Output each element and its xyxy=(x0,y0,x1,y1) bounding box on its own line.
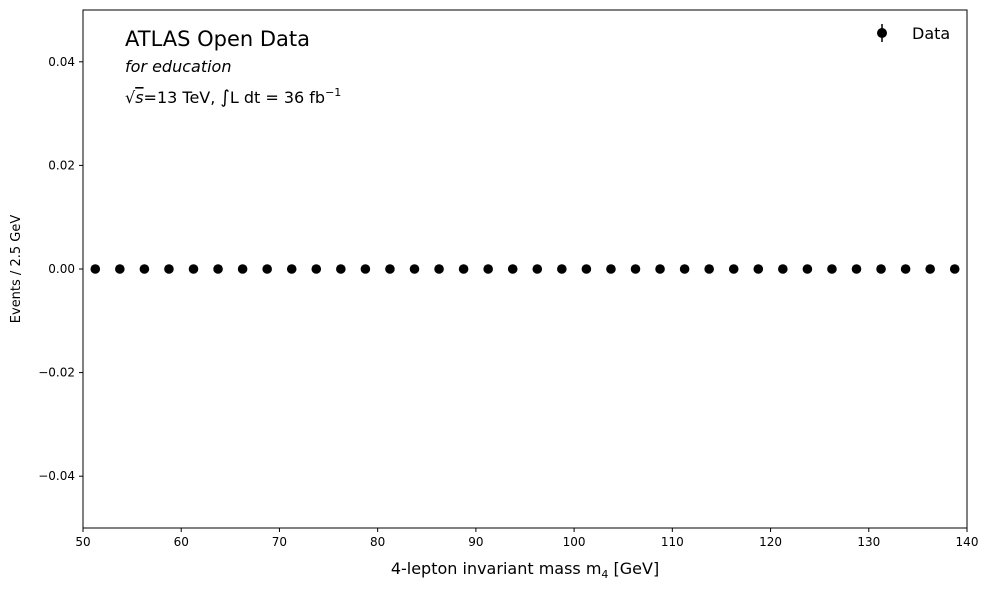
energy-text: =13 TeV, xyxy=(144,88,221,107)
data-point xyxy=(704,264,714,274)
data-point xyxy=(115,264,125,274)
x-tick-label: 70 xyxy=(272,535,287,549)
data-point xyxy=(164,264,174,274)
data-point xyxy=(949,264,960,274)
chart-title: ATLAS Open Data xyxy=(125,27,310,51)
data-point xyxy=(655,264,665,274)
chart-subtitle: for education xyxy=(125,57,231,76)
data-point xyxy=(262,264,272,274)
y-axis-label: Events / 2.5 GeV xyxy=(9,215,24,324)
data-point xyxy=(679,264,690,274)
y-tick-label: 0.02 xyxy=(48,158,75,172)
y-tick-label: −0.02 xyxy=(38,366,75,380)
data-point xyxy=(385,264,395,274)
data-point xyxy=(483,264,493,274)
x-tick-label: 90 xyxy=(468,535,483,549)
data-point xyxy=(778,264,788,274)
y-tick-label: 0.00 xyxy=(48,262,75,276)
x-axis-ticks: 50 60 70 80 90 100 110 120 130 140 xyxy=(75,528,978,549)
data-point xyxy=(237,264,248,274)
legend-marker xyxy=(877,28,887,38)
data-point xyxy=(90,264,101,274)
data-point xyxy=(557,264,567,274)
data-point xyxy=(900,264,911,274)
integral-symbol: ∫ xyxy=(220,87,229,108)
data-point xyxy=(606,264,616,274)
data-point xyxy=(802,264,813,274)
legend: Data xyxy=(877,24,950,43)
data-point xyxy=(728,264,739,274)
x-axis-label-subscript: 4 xyxy=(601,568,608,581)
energy-lumi-annotation: √s=13 TeV, ∫L dt = 36 fb−1 xyxy=(125,86,341,108)
x-axis-label: 4-lepton invariant mass m4 [GeV] xyxy=(391,559,659,581)
data-point xyxy=(336,264,346,274)
data-point xyxy=(532,264,543,274)
legend-label: Data xyxy=(912,24,950,43)
data-point xyxy=(925,264,935,274)
lumi-text: L dt = 36 fb xyxy=(230,88,325,107)
x-tick-label: 100 xyxy=(563,535,586,549)
x-tick-label: 140 xyxy=(956,535,979,549)
data-point xyxy=(188,264,199,274)
data-point xyxy=(753,264,764,274)
y-axis-ticks: −0.04 −0.02 0.00 0.02 0.04 xyxy=(38,55,83,483)
data-point xyxy=(507,264,518,274)
x-axis-label-unit: [GeV] xyxy=(608,559,659,578)
data-point xyxy=(409,264,420,274)
sqrt-variable: s xyxy=(135,88,143,107)
data-point xyxy=(876,264,886,274)
data-point xyxy=(827,264,837,274)
x-tick-label: 60 xyxy=(174,535,189,549)
x-tick-label: 110 xyxy=(661,535,684,549)
data-point xyxy=(851,264,862,274)
y-tick-label: 0.04 xyxy=(48,55,75,69)
data-point xyxy=(434,264,444,274)
lumi-exponent: −1 xyxy=(325,86,341,99)
x-tick-label: 130 xyxy=(857,535,880,549)
x-tick-label: 80 xyxy=(370,535,385,549)
data-point xyxy=(581,264,592,274)
data-point xyxy=(360,264,371,274)
sqrt-symbol: √ xyxy=(125,88,136,107)
y-tick-label: −0.04 xyxy=(38,469,75,483)
data-point xyxy=(311,264,322,274)
data-point xyxy=(286,264,297,274)
data-point xyxy=(630,264,641,274)
data-point xyxy=(458,264,469,274)
data-point xyxy=(139,264,150,274)
x-axis-label-text: 4-lepton invariant mass m xyxy=(391,559,602,578)
x-tick-label: 50 xyxy=(75,535,90,549)
data-point xyxy=(213,264,223,274)
x-tick-label: 120 xyxy=(759,535,782,549)
data-points xyxy=(90,264,960,274)
